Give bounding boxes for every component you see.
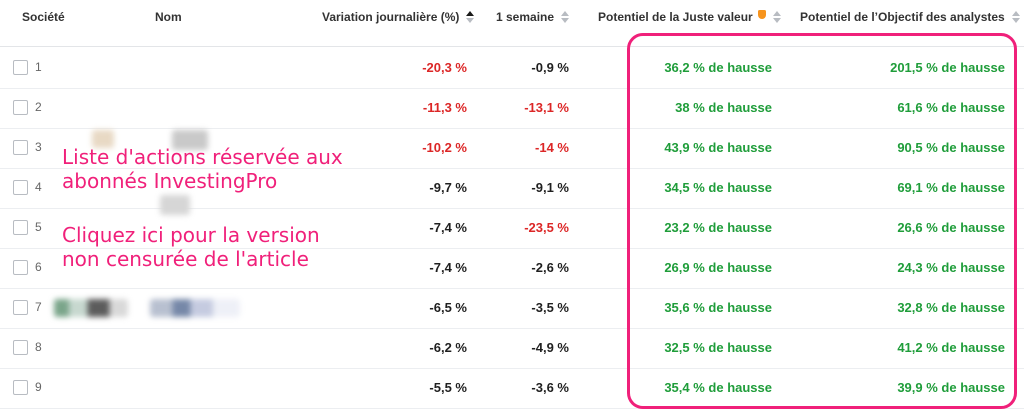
row-checkbox[interactable] — [13, 300, 28, 315]
cell-juste-valeur: 32,5 % de hausse — [664, 340, 772, 355]
cell-objectif: 26,6 % de hausse — [897, 220, 1005, 235]
row-checkbox[interactable] — [13, 140, 28, 155]
table-row[interactable]: 4 -9,7 % -9,1 % 34,5 % de hausse 69,1 % … — [0, 168, 1024, 209]
cell-objectif: 201,5 % de hausse — [890, 60, 1005, 75]
promo-line[interactable]: abonnés InvestingPro — [62, 169, 278, 193]
cell-semaine: -13,1 % — [524, 100, 569, 115]
cell-juste-valeur: 43,9 % de hausse — [664, 140, 772, 155]
cell-juste-valeur: 26,9 % de hausse — [664, 260, 772, 275]
promo-link[interactable]: Cliquez ici pour la version — [62, 223, 320, 247]
cell-objectif: 24,3 % de hausse — [897, 260, 1005, 275]
cell-variation: -9,7 % — [429, 180, 467, 195]
col-header-semaine[interactable]: 1 semaine — [496, 10, 570, 24]
sort-icon[interactable] — [561, 11, 570, 23]
sort-active-icon[interactable] — [466, 11, 475, 23]
row-rank: 8 — [35, 340, 42, 354]
col-header-juste-valeur-label: Potentiel de la Juste valeur — [598, 10, 753, 24]
table-row[interactable]: 6 -7,4 % -2,6 % 26,9 % de hausse 24,3 % … — [0, 248, 1024, 289]
row-checkbox[interactable] — [13, 220, 28, 235]
row-checkbox[interactable] — [13, 340, 28, 355]
cell-objectif: 41,2 % de hausse — [897, 340, 1005, 355]
cell-juste-valeur: 38 % de hausse — [675, 100, 772, 115]
censored-company-name — [150, 299, 240, 317]
row-rank: 2 — [35, 100, 42, 114]
row-checkbox[interactable] — [13, 380, 28, 395]
table-row[interactable]: 9 -5,5 % -3,6 % 35,4 % de hausse 39,9 % … — [0, 368, 1024, 409]
cell-objectif: 61,6 % de hausse — [897, 100, 1005, 115]
cell-semaine: -3,5 % — [531, 300, 569, 315]
cell-semaine: -14 % — [535, 140, 569, 155]
cell-variation: -6,2 % — [429, 340, 467, 355]
cell-juste-valeur: 36,2 % de hausse — [664, 60, 772, 75]
cell-objectif: 69,1 % de hausse — [897, 180, 1005, 195]
row-rank: 9 — [35, 380, 42, 394]
cell-semaine: -4,9 % — [531, 340, 569, 355]
censored-company-logo — [160, 195, 190, 215]
col-header-semaine-label: 1 semaine — [496, 10, 555, 24]
cell-juste-valeur: 35,4 % de hausse — [664, 380, 772, 395]
col-header-societe[interactable]: Société — [22, 10, 65, 24]
cell-objectif: 32,8 % de hausse — [897, 300, 1005, 315]
col-header-juste-valeur[interactable]: Potentiel de la Juste valeur — [598, 9, 781, 24]
col-header-variation-label: Variation journalière (%) — [322, 10, 460, 24]
cell-variation: -20,3 % — [422, 60, 467, 75]
row-rank: 3 — [35, 140, 42, 154]
promo-line[interactable]: Liste d'actions réservée aux — [62, 145, 343, 169]
censored-company-logo — [54, 299, 128, 317]
fair-value-icon — [757, 9, 766, 19]
row-checkbox[interactable] — [13, 100, 28, 115]
col-header-nom[interactable]: Nom — [155, 10, 182, 24]
sort-icon[interactable] — [772, 11, 781, 23]
row-rank: 4 — [35, 180, 42, 194]
sort-icon[interactable] — [1011, 11, 1020, 23]
cell-variation: -10,2 % — [422, 140, 467, 155]
cell-semaine: -2,6 % — [531, 260, 569, 275]
row-rank: 6 — [35, 260, 42, 274]
cell-variation: -6,5 % — [429, 300, 467, 315]
cell-juste-valeur: 35,6 % de hausse — [664, 300, 772, 315]
row-rank: 7 — [35, 300, 42, 314]
cell-objectif: 90,5 % de hausse — [897, 140, 1005, 155]
row-checkbox[interactable] — [13, 60, 28, 75]
row-rank: 1 — [35, 60, 42, 74]
col-header-objectif[interactable]: Potentiel de l’Objectif des analystes — [800, 10, 1020, 24]
cell-semaine: -0,9 % — [531, 60, 569, 75]
col-header-nom-label: Nom — [155, 10, 182, 24]
row-rank: 5 — [35, 220, 42, 234]
cell-juste-valeur: 34,5 % de hausse — [664, 180, 772, 195]
row-checkbox[interactable] — [13, 180, 28, 195]
table-header: Société Nom Variation journalière (%) 1 … — [0, 0, 1024, 47]
cell-objectif: 39,9 % de hausse — [897, 380, 1005, 395]
col-header-variation[interactable]: Variation journalière (%) — [322, 10, 475, 24]
table-row[interactable]: 7 -6,5 % -3,5 % 35,6 % de hausse 32,8 % … — [0, 288, 1024, 329]
censored-company-logo — [92, 130, 114, 148]
table-row[interactable]: 5 -7,4 % -23,5 % 23,2 % de hausse 26,6 %… — [0, 208, 1024, 249]
cell-juste-valeur: 23,2 % de hausse — [664, 220, 772, 235]
col-header-objectif-label: Potentiel de l’Objectif des analystes — [800, 10, 1005, 24]
cell-variation: -7,4 % — [429, 260, 467, 275]
cell-variation: -5,5 % — [429, 380, 467, 395]
cell-variation: -7,4 % — [429, 220, 467, 235]
table-row[interactable]: 8 -6,2 % -4,9 % 32,5 % de hausse 41,2 % … — [0, 328, 1024, 369]
cell-variation: -11,3 % — [422, 100, 467, 115]
cell-semaine: -23,5 % — [524, 220, 569, 235]
row-checkbox[interactable] — [13, 260, 28, 275]
table-row[interactable]: 2 -11,3 % -13,1 % 38 % de hausse 61,6 % … — [0, 88, 1024, 129]
cell-semaine: -3,6 % — [531, 380, 569, 395]
col-header-societe-label: Société — [22, 10, 65, 24]
highlight-frame — [627, 33, 1017, 409]
cell-semaine: -9,1 % — [531, 180, 569, 195]
promo-link[interactable]: non censurée de l'article — [62, 247, 309, 271]
censored-company-logo — [172, 130, 208, 150]
table-row[interactable]: 3 -10,2 % -14 % 43,9 % de hausse 90,5 % … — [0, 128, 1024, 169]
table-row[interactable]: 1 -20,3 % -0,9 % 36,2 % de hausse 201,5 … — [0, 48, 1024, 89]
